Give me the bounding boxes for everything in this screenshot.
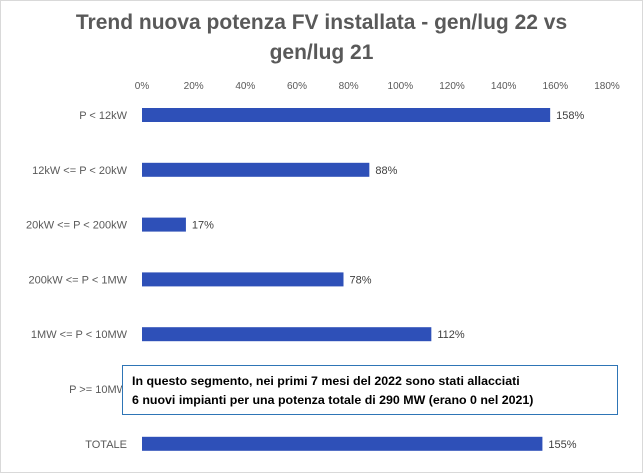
data-label: 17% <box>192 220 214 232</box>
bars <box>142 108 551 451</box>
bar <box>142 272 344 287</box>
annotation-box: In questo segmento, nei primi 7 mesi del… <box>122 365 618 415</box>
category-labels: P < 12kW 12kW <= P < 20kW 20kW <= P < 200k… <box>26 110 128 451</box>
category-label: P >= 10MW <box>69 384 127 396</box>
annotation-line-2: 6 nuovi impianti per una potenza totale … <box>132 393 534 407</box>
x-tick-label: 140% <box>491 81 517 92</box>
chart-title-line-2: gen/lug 21 <box>269 41 374 64</box>
x-tick-label: 0% <box>135 81 150 92</box>
bar <box>142 108 551 122</box>
category-label: TOTALE <box>85 439 127 451</box>
bar <box>142 327 432 342</box>
x-tick-label: 80% <box>339 81 359 92</box>
x-tick-label: 100% <box>388 81 414 92</box>
chart-title: Trend nuova potenza FV installata - gen/… <box>0 8 643 68</box>
x-tick-label: 120% <box>439 81 465 92</box>
bar <box>142 217 186 232</box>
chart-title-line-1: Trend nuova potenza FV installata - gen/… <box>75 11 568 34</box>
data-label: 155% <box>548 439 576 451</box>
category-label: 20kW <= P < 200kW <box>26 220 128 232</box>
category-label: 1MW <= P < 10MW <box>31 329 128 341</box>
category-label: 200kW <= P < 1MW <box>28 274 127 286</box>
annotation-line-1: In questo segmento, nei primi 7 mesi del… <box>132 374 520 388</box>
data-label: 112% <box>437 329 465 341</box>
category-label: P < 12kW <box>79 110 127 122</box>
x-tick-label: 180% <box>594 81 620 92</box>
data-label: 88% <box>375 165 397 177</box>
x-tick-label: 60% <box>287 81 307 92</box>
x-tick-label: 20% <box>184 81 204 92</box>
data-labels: 158% 88% 17% 78% 112% 155% <box>192 110 585 451</box>
category-label: 12kW <= P < 20kW <box>32 165 127 177</box>
x-axis-ticks: 0% 20% 40% 60% 80% 100% 120% 140% 160% 180% <box>135 81 620 92</box>
bar <box>142 162 370 177</box>
data-label: 158% <box>556 110 584 122</box>
x-tick-label: 40% <box>235 81 255 92</box>
bar <box>142 436 543 451</box>
data-label: 78% <box>350 274 372 286</box>
x-tick-label: 160% <box>543 81 569 92</box>
